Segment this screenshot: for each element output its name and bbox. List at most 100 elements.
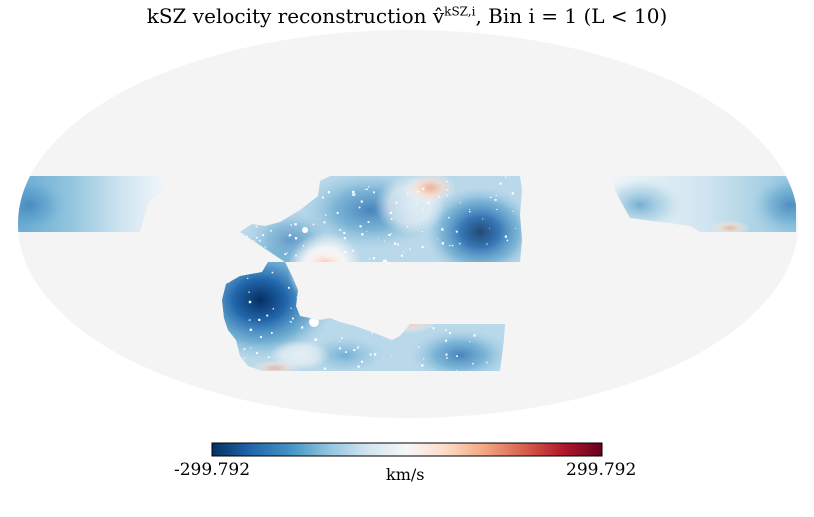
mask-hole	[441, 242, 444, 245]
mask-hole	[287, 252, 288, 254]
mask-hole	[373, 191, 375, 194]
mask-hole	[511, 192, 514, 195]
mask-hole	[289, 234, 292, 237]
mask-hole	[327, 191, 330, 194]
mask-hole	[359, 225, 362, 228]
mask-hole	[488, 227, 490, 229]
plot-title: kSZ velocity reconstruction v̂kSZ,i, Bin…	[0, 4, 814, 28]
mask-hole	[373, 257, 376, 260]
title-suffix: , Bin i = 1 (L < 10)	[475, 4, 668, 28]
mask-hole	[301, 326, 304, 329]
mask-hole	[384, 240, 386, 242]
mask-hole	[338, 340, 340, 342]
mask-hole	[336, 212, 339, 214]
colorbar-max-label: 299.792	[566, 460, 637, 480]
mask-hole	[472, 363, 474, 365]
mask-hole	[423, 209, 425, 211]
mask-hole	[460, 202, 461, 204]
mask-hole	[390, 233, 392, 235]
mask-hole	[266, 314, 269, 317]
mask-hole	[456, 355, 458, 357]
mask-hole	[369, 353, 372, 356]
mask-hole	[295, 254, 297, 257]
mask-hole	[445, 339, 448, 342]
mask-hole	[290, 307, 292, 309]
mask-hole	[366, 188, 368, 190]
mask-hole	[288, 286, 290, 289]
mask-hole	[324, 367, 327, 370]
mask-hole	[290, 224, 292, 226]
mask-hole	[486, 243, 488, 245]
mask-hole	[441, 228, 444, 231]
mask-hole	[322, 196, 324, 199]
mask-hole	[417, 191, 419, 193]
mask-hole	[391, 355, 392, 356]
mask-hole	[495, 194, 497, 196]
mask-hole	[344, 251, 347, 254]
mask-hole	[262, 234, 264, 236]
colorbar-min-label: -299.792	[174, 460, 251, 480]
mask-hole	[409, 248, 411, 250]
mask-hole	[505, 176, 507, 178]
mask-hole	[469, 341, 471, 343]
mask-hole	[459, 242, 461, 245]
mask-hole	[390, 218, 393, 220]
mask-hole	[446, 194, 449, 197]
mask-hole	[345, 351, 347, 353]
mask-hole	[499, 182, 502, 185]
mask-hole	[490, 196, 492, 198]
mask-hole	[445, 353, 448, 356]
mask-hole	[361, 233, 364, 236]
colorbar-unit-label: km/s	[386, 465, 425, 484]
mask-hole	[314, 338, 317, 341]
mask-hole	[271, 271, 274, 274]
mask-hole	[421, 231, 423, 233]
mask-hole	[248, 291, 250, 293]
mask-hole	[448, 216, 450, 219]
title-prefix: kSZ velocity reconstruction	[146, 4, 433, 28]
mask-hole	[421, 364, 424, 367]
mask-hole	[415, 202, 417, 204]
mask-hole	[482, 218, 484, 220]
mask-hole	[445, 329, 447, 331]
mask-hole	[248, 300, 252, 304]
mask-hole	[270, 230, 272, 232]
colorbar	[211, 442, 603, 457]
mask-hole	[272, 308, 274, 310]
title-superscript: kSZ,i	[444, 4, 476, 19]
mask-hole	[455, 230, 458, 233]
mask-hole	[259, 239, 261, 242]
mask-hole	[397, 243, 399, 246]
mask-hole	[374, 353, 377, 356]
mask-hole	[352, 190, 355, 194]
mask-hole	[515, 227, 516, 229]
mask-hole	[389, 211, 392, 214]
mask-hole	[437, 238, 439, 240]
mask-hole	[368, 258, 371, 260]
mask-hole	[430, 326, 432, 327]
mask-hole	[388, 233, 391, 236]
mask-hole	[360, 360, 363, 363]
mask-hole	[271, 332, 273, 334]
mask-hole	[260, 336, 262, 338]
mask-hole	[456, 370, 458, 371]
mask-hole	[353, 349, 356, 351]
mask-hole	[255, 225, 258, 228]
mask-hole	[486, 361, 488, 364]
mask-hole	[323, 221, 326, 224]
mask-hole	[407, 192, 409, 195]
mask-hole	[284, 253, 287, 255]
mask-hole	[357, 365, 360, 368]
mask-hole	[504, 235, 507, 238]
mask-hole	[446, 180, 448, 183]
mask-hole	[400, 254, 403, 257]
mask-hole	[366, 230, 368, 232]
mask-hole	[406, 225, 409, 228]
data-region-left-strip	[18, 176, 165, 232]
mask-hole	[506, 239, 509, 242]
mask-hole	[256, 352, 258, 355]
mask-hole	[253, 240, 255, 242]
mask-hole	[447, 189, 449, 191]
mask-hole	[302, 245, 305, 247]
